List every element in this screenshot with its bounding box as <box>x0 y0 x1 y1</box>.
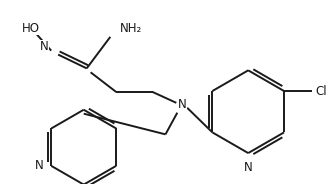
Text: HO: HO <box>22 22 40 36</box>
Text: NH₂: NH₂ <box>120 22 142 36</box>
Text: N: N <box>40 40 49 53</box>
Text: Cl: Cl <box>316 85 327 97</box>
Text: N: N <box>35 159 43 172</box>
Text: N: N <box>178 98 187 111</box>
Text: N: N <box>244 161 253 174</box>
